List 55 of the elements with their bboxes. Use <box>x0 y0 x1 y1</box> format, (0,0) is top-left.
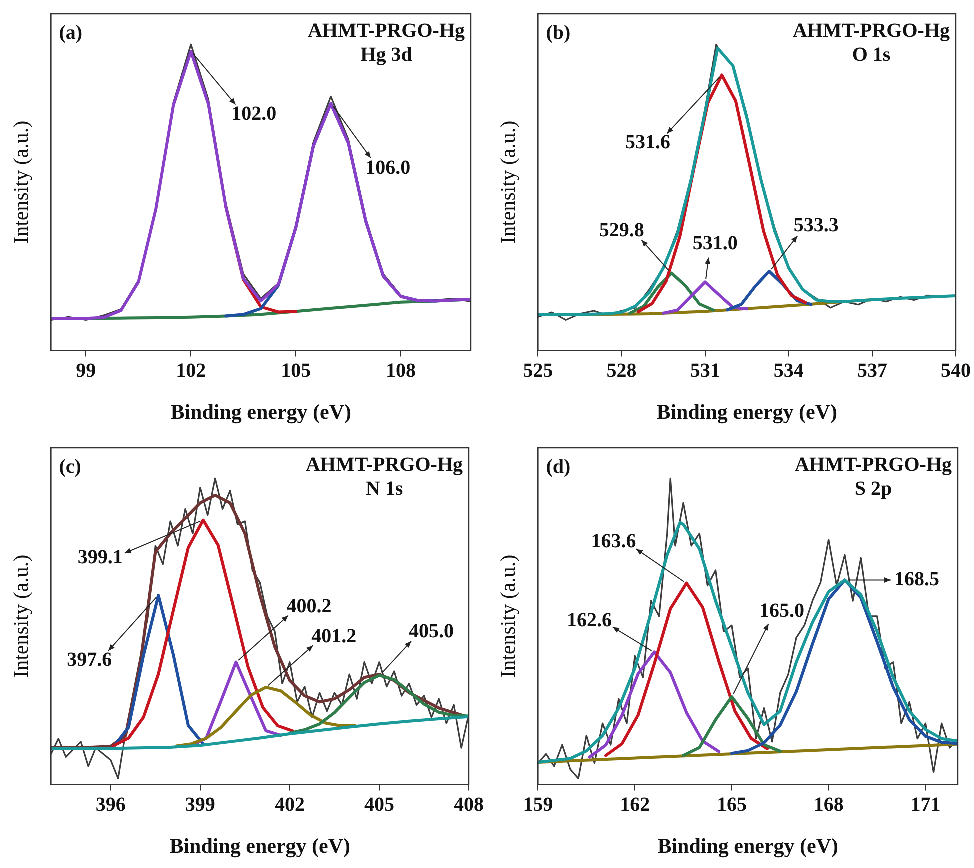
x-tick-label: 396 <box>96 794 126 816</box>
y-axis-title: Intensity (a.u.) <box>496 554 520 678</box>
x-tick-label: 405 <box>364 794 394 816</box>
chart-subtitle: Hg 3d <box>360 44 412 66</box>
x-axis-title: Binding energy (eV) <box>658 834 839 858</box>
text: (b) <box>546 22 571 44</box>
x-tick-label: 402 <box>274 794 305 816</box>
annotation: 399.1 <box>78 546 123 568</box>
x-tick-label: 159 <box>523 794 554 816</box>
x-tick-label: 168 <box>814 794 844 816</box>
annotation: 531.0 <box>692 232 738 254</box>
text: (d) <box>546 456 571 478</box>
x-tick-label: 102 <box>176 360 206 382</box>
y-axis-title: Intensity (a.u.) <box>9 120 34 244</box>
annotation: 400.2 <box>286 596 332 618</box>
x-tick-label: 540 <box>941 360 971 382</box>
annotation: 529.8 <box>599 220 644 242</box>
annotation: 102.0 <box>232 102 277 125</box>
annotation: 163.6 <box>591 530 636 553</box>
x-tick-label: 399 <box>185 794 216 816</box>
chart-title: AHMT-PRGO-Hg <box>794 454 952 476</box>
annotation: 533.3 <box>794 214 839 237</box>
annotation: 165.0 <box>759 600 804 622</box>
annotation: 168.5 <box>894 568 940 590</box>
x-tick-label: 171 <box>910 794 941 816</box>
x-tick-label: 162 <box>620 794 650 816</box>
x-tick-label: 537 <box>857 360 888 382</box>
chart-subtitle: N 1s <box>366 478 404 500</box>
annotation: 397.6 <box>67 648 112 671</box>
x-tick-label: 528 <box>606 360 637 382</box>
annotation: 401.2 <box>312 626 357 648</box>
x-tick-label: 534 <box>774 360 804 382</box>
x-axis-title: Binding energy (eV) <box>656 400 838 424</box>
chart-subtitle: O 1s <box>852 44 891 66</box>
x-tick-label: 108 <box>386 360 416 382</box>
x-axis-title: Binding energy (eV) <box>170 400 352 424</box>
y-axis-title: Intensity (a.u.) <box>496 120 520 244</box>
annotation: 162.6 <box>566 609 612 632</box>
x-tick-label: 408 <box>454 794 484 816</box>
chart-subtitle: S 2p <box>854 478 892 500</box>
text: (c) <box>59 456 82 478</box>
x-axis-title: Binding energy (eV) <box>170 834 351 858</box>
x-tick-label: 165 <box>716 794 747 816</box>
x-tick-label: 531 <box>690 360 720 382</box>
x-tick-label: 105 <box>281 360 312 382</box>
chart-title: AHMT-PRGO-Hg <box>792 20 950 42</box>
chart-title: AHMT-PRGO-Hg <box>306 454 463 476</box>
x-tick-label: 525 <box>523 360 554 382</box>
annotation: 106.0 <box>366 156 411 179</box>
y-axis-title: Intensity (a.u.) <box>9 554 34 678</box>
annotation: 531.6 <box>626 131 671 154</box>
text: (a) <box>59 22 83 44</box>
annotation: 405.0 <box>408 620 454 643</box>
chart-title: AHMT-PRGO-Hg <box>308 20 465 42</box>
x-tick-label: 99 <box>76 360 96 382</box>
